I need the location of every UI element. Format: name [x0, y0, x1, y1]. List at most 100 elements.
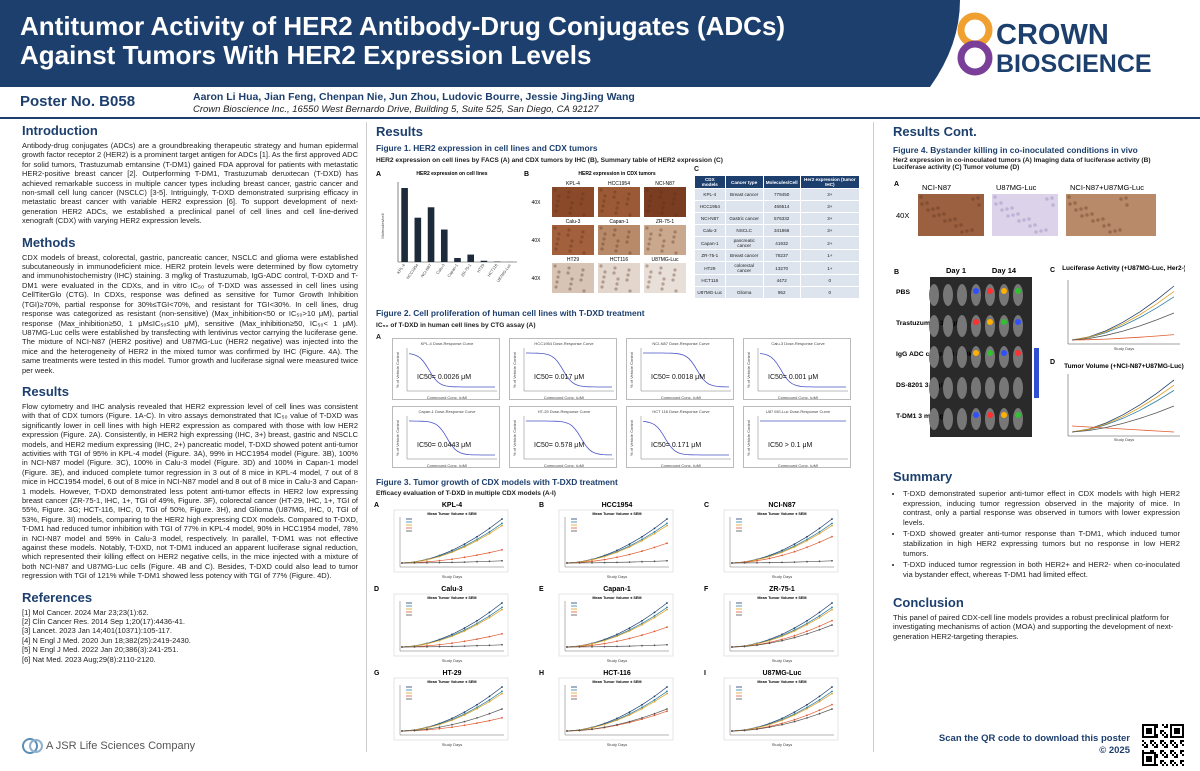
- qr-module: [1174, 752, 1176, 754]
- x-tick-label: NCI-N87: [420, 262, 433, 278]
- ihc-texture: [672, 235, 676, 239]
- tumor-label: HT29: [567, 257, 579, 263]
- figure-2: A KPL-4 Dose-Response Curve % of Vehicle C…: [372, 332, 862, 470]
- tumor-growth-panel: H HCT-116 Mean Tumor Volume ± SEM Study Day…: [539, 670, 674, 747]
- ihc-texture: [628, 213, 632, 217]
- reference-list: [1] Mol Cancer. 2024 Mar 23;23(1):62. [2]…: [22, 608, 358, 664]
- qr-module: [1178, 730, 1180, 732]
- qr-module: [1176, 744, 1178, 746]
- magnification: 40X: [532, 238, 542, 244]
- qr-module: [1174, 724, 1176, 726]
- ihc-texture: [1102, 224, 1106, 228]
- ihc-texture: [626, 235, 630, 239]
- qr-module: [1146, 724, 1148, 726]
- ihc-texture: [1000, 208, 1004, 212]
- ihc-texture: [925, 201, 929, 205]
- qr-module: [1148, 760, 1150, 762]
- ihc-texture: [660, 287, 664, 291]
- panel-letter: I: [704, 670, 706, 677]
- section-heading: Conclusion: [893, 595, 964, 610]
- mouse: [999, 284, 1009, 306]
- jsr-icon: [22, 738, 43, 754]
- chart-title: Mean Tumor Volume ± SEM: [757, 596, 806, 600]
- qr-module: [1150, 728, 1152, 730]
- model-name: Calu-3: [441, 586, 463, 593]
- ihc-texture: [612, 195, 616, 199]
- qr-module: [1166, 764, 1168, 766]
- ihc-texture: [931, 207, 935, 211]
- ihc-texture: [554, 285, 558, 289]
- tumor-label: ZR-75-1: [656, 219, 675, 225]
- ihc-image: [598, 263, 640, 293]
- growth-line: [401, 633, 503, 648]
- qr-module: [1152, 736, 1154, 738]
- ihc-texture: [557, 270, 561, 274]
- table-row: NCI-N87 Gastric cancer 576332 3+: [694, 212, 861, 225]
- ihc-texture: [1017, 219, 1021, 223]
- ihc-texture: [965, 229, 969, 233]
- tumor-growth-panel: B HCC1954 Mean Tumor Volume ± SEM Study Day…: [539, 502, 674, 579]
- qr-module: [1182, 724, 1184, 726]
- panel-letter: B: [524, 171, 529, 178]
- growth-line: [401, 708, 503, 732]
- ihc-texture: [645, 188, 649, 192]
- qr-module: [1146, 756, 1148, 758]
- ihc-texture: [1124, 196, 1128, 200]
- qr-module: [1152, 764, 1154, 766]
- table-cell: Breast cancer: [724, 249, 764, 262]
- ic50-label: IC50= 0.0443 μM: [417, 442, 471, 449]
- qr-module: [1142, 744, 1144, 746]
- qr-code[interactable]: [1140, 722, 1186, 768]
- ihc-texture: [556, 199, 560, 203]
- ihc-texture: [613, 266, 617, 270]
- qr-module: [1174, 746, 1176, 748]
- bar: [427, 207, 435, 262]
- table-cell: 13270: [762, 261, 801, 275]
- ihc-texture: [671, 278, 675, 282]
- model-name: HT-29: [442, 670, 461, 677]
- logo-area: CROWN BIOSCIENCE: [930, 0, 1200, 87]
- ihc-texture: [999, 201, 1003, 205]
- ihc-texture: [555, 280, 559, 284]
- qr-module: [1174, 728, 1176, 730]
- qr-module: [1162, 744, 1164, 746]
- ihc-texture: [569, 244, 573, 248]
- chart-title: Mean Tumor Volume ± SEM: [427, 596, 476, 600]
- chart-title: Mean Tumor Volume ± SEM: [427, 680, 476, 684]
- paragraph: CDX models of breast, colorectal, gastri…: [22, 252, 358, 375]
- x-axis-label: Compound Conc. (μM): [544, 463, 585, 468]
- ihc-texture: [602, 199, 606, 203]
- ihc-texture: [600, 247, 604, 251]
- bar: [414, 217, 422, 262]
- ihc-texture: [615, 244, 619, 248]
- table-row: ZR-75-1 Breast cancer 78237 1+: [694, 249, 861, 262]
- qr-module: [1166, 746, 1168, 748]
- section-heading: Methods: [22, 234, 76, 250]
- ihc-texture: [953, 217, 957, 221]
- qr-module: [1162, 750, 1164, 752]
- tumor-growth-panel: G HT-29 Mean Tumor Volume ± SEM Study Days: [374, 670, 509, 747]
- signal: [987, 412, 993, 418]
- ihc-texture: [628, 251, 632, 255]
- mouse: [985, 315, 995, 337]
- ihc-texture: [579, 278, 583, 282]
- mouse: [971, 408, 981, 430]
- figure-1: A HER2 expression on cell lines Molecules/…: [372, 166, 862, 302]
- qr-module: [1152, 744, 1154, 746]
- ihc-texture: [943, 219, 947, 223]
- table-cell: HT29: [694, 261, 726, 275]
- ihc-texture: [660, 211, 664, 215]
- qr-module: [1176, 736, 1178, 738]
- mouse: [999, 408, 1009, 430]
- qr-module: [1154, 760, 1156, 762]
- section-heading: Results Cont.: [893, 124, 977, 139]
- ihc-texture: [613, 228, 617, 232]
- chart-title: HER2 expression in CDX tumors: [578, 171, 655, 177]
- chart-frame: [558, 677, 674, 741]
- qr-module: [1174, 762, 1176, 764]
- curve-title: KPL-4 Dose-Response Curve: [421, 341, 474, 346]
- ihc-texture: [942, 212, 946, 216]
- ihc-texture: [557, 232, 561, 236]
- ihc-texture: [612, 233, 616, 237]
- tumor-growth-panel: E Capan-1 Mean Tumor Volume ± SEM Study Day…: [539, 586, 674, 663]
